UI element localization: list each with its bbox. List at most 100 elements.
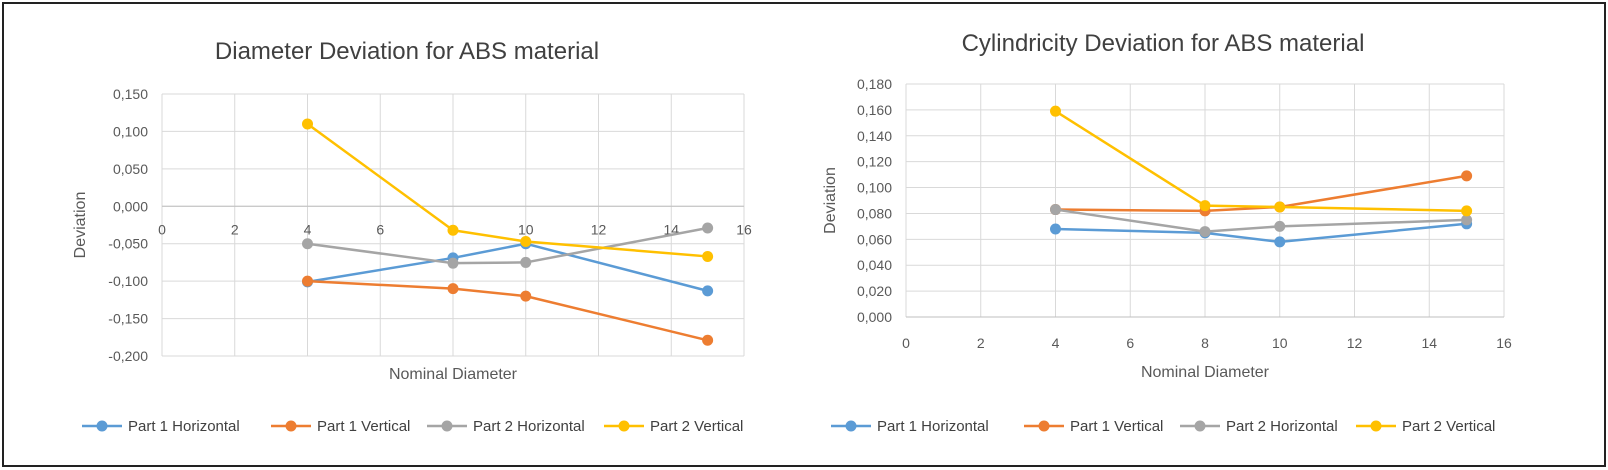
legend-item: Part 1 Vertical — [271, 418, 410, 435]
x-tick-labels: 0 2 4 6 8 10 12 14 16 — [902, 335, 1512, 351]
data-point — [1050, 204, 1061, 216]
x-tick-label: 16 — [736, 221, 752, 237]
chart-diameter-deviation: Diameter Deviation for ABS material -0,20… — [4, 4, 804, 465]
y-tick-label: -0,100 — [108, 273, 148, 289]
x-tick-label: 14 — [1421, 335, 1437, 351]
series-part-2-vertical — [302, 118, 714, 262]
data-point — [1050, 223, 1061, 235]
chart-title: Cylindricity Deviation for ABS material — [962, 30, 1365, 57]
data-point — [702, 285, 714, 297]
y-tick-label: 0,180 — [857, 76, 892, 92]
data-point — [302, 118, 313, 130]
legend-marker — [1194, 420, 1206, 432]
series-line — [307, 242, 708, 293]
data-point — [702, 334, 714, 346]
y-tick-label: 0,060 — [857, 231, 892, 247]
x-tick-label: 2 — [977, 335, 985, 351]
data-point — [1461, 214, 1473, 226]
legend-label: Part 1 Vertical — [1070, 418, 1163, 435]
data-point — [1274, 236, 1286, 248]
data-point — [520, 256, 532, 268]
series-part-2-horizontal — [1050, 204, 1473, 238]
series-line — [1055, 208, 1467, 233]
x-axis-title: Nominal Diameter — [389, 366, 518, 383]
x-tick-label: 8 — [1201, 335, 1209, 351]
x-tick-label: 2 — [231, 221, 239, 237]
y-tick-label: 0,040 — [857, 257, 892, 273]
series-line — [1054, 110, 1467, 213]
data-point — [1050, 105, 1061, 117]
y-tick-labels: 0,000 0,020 0,040 0,060 0,080 0,100 0,120 0,140… — [857, 76, 892, 325]
y-tick-label: 0,160 — [857, 102, 892, 118]
y-tick-label: 0,000 — [113, 198, 148, 214]
legend-item: Part 2 Vertical — [604, 418, 743, 435]
data-point — [447, 224, 459, 236]
data-point — [447, 257, 459, 269]
legend: Part 1 Horizontal Part 1 Vertical Part 2 H… — [831, 418, 1495, 435]
legend-label: Part 2 Horizontal — [473, 418, 585, 435]
legend-label: Part 1 Vertical — [317, 418, 410, 435]
legend-marker — [441, 420, 453, 432]
y-tick-label: 0,000 — [857, 309, 892, 325]
data-point — [520, 290, 532, 302]
data-point — [302, 275, 313, 287]
legend-item: Part 1 Horizontal — [831, 418, 989, 435]
data-point — [520, 235, 532, 247]
legend-label: Part 2 Vertical — [650, 418, 743, 435]
chart-title: Diameter Deviation for ABS material — [215, 38, 599, 65]
x-tick-label: 10 — [1272, 335, 1288, 351]
data-point — [1199, 200, 1211, 212]
legend: Part 1 Horizontal Part 1 Vertical Part 2 H… — [82, 418, 743, 435]
y-tick-label: 0,140 — [857, 128, 892, 144]
data-point — [1199, 226, 1211, 238]
series-line — [307, 279, 708, 342]
data-point — [1461, 170, 1473, 182]
y-tick-label: -0,200 — [108, 348, 148, 364]
legend-item: Part 1 Vertical — [1024, 418, 1163, 435]
y-axis-title: Deviation — [822, 167, 839, 234]
series-line — [307, 226, 708, 265]
legend-item: Part 2 Vertical — [1356, 418, 1495, 435]
y-tick-label: -0,050 — [108, 236, 148, 252]
legend-item: Part 1 Horizontal — [82, 418, 240, 435]
series-part-2-vertical — [1050, 105, 1473, 217]
legend-label: Part 2 Vertical — [1402, 418, 1495, 435]
y-tick-label: 0,150 — [113, 86, 148, 102]
chart-cylindricity-deviation-svg: Cylindricity Deviation for ABS material 0… — [822, 30, 1512, 435]
data-point — [302, 238, 313, 250]
x-tick-label: 0 — [158, 221, 166, 237]
x-tick-label: 12 — [591, 221, 607, 237]
legend-marker — [618, 420, 630, 432]
x-tick-label: 10 — [518, 221, 534, 237]
y-axis-title: Deviation — [72, 192, 89, 259]
series-part-1-horizontal — [302, 238, 714, 297]
data-point — [702, 222, 714, 234]
y-tick-label: 0,020 — [857, 283, 892, 299]
series-part-2-horizontal — [302, 222, 714, 269]
y-tick-labels: -0,200 -0,150 -0,100 -0,050 0,000 0,050 0,100 0… — [108, 86, 148, 364]
legend-marker — [1038, 420, 1050, 432]
x-tick-label: 6 — [376, 221, 384, 237]
x-tick-label: 16 — [1496, 335, 1512, 351]
series-line — [1055, 222, 1467, 244]
legend-label: Part 1 Horizontal — [877, 418, 989, 435]
data-point — [1274, 201, 1286, 213]
legend-marker — [1370, 420, 1382, 432]
x-tick-label: 4 — [1052, 335, 1060, 351]
y-tick-label: -0,150 — [108, 311, 148, 327]
legend-marker — [845, 420, 857, 432]
data-point — [1461, 205, 1473, 217]
data-point — [702, 250, 714, 262]
data-point — [1274, 220, 1286, 232]
x-tick-label: 12 — [1347, 335, 1363, 351]
legend-item: Part 2 Horizontal — [427, 418, 585, 435]
x-tick-label: 4 — [304, 221, 312, 237]
data-point — [447, 283, 459, 295]
y-tick-label: 0,080 — [857, 205, 892, 221]
legend-label: Part 2 Horizontal — [1226, 418, 1338, 435]
chart-diameter-deviation-svg: Diameter Deviation for ABS material -0,20… — [72, 38, 752, 435]
y-tick-label: 0,100 — [857, 180, 892, 196]
y-tick-label: 0,120 — [857, 154, 892, 170]
series-line — [1055, 174, 1467, 213]
